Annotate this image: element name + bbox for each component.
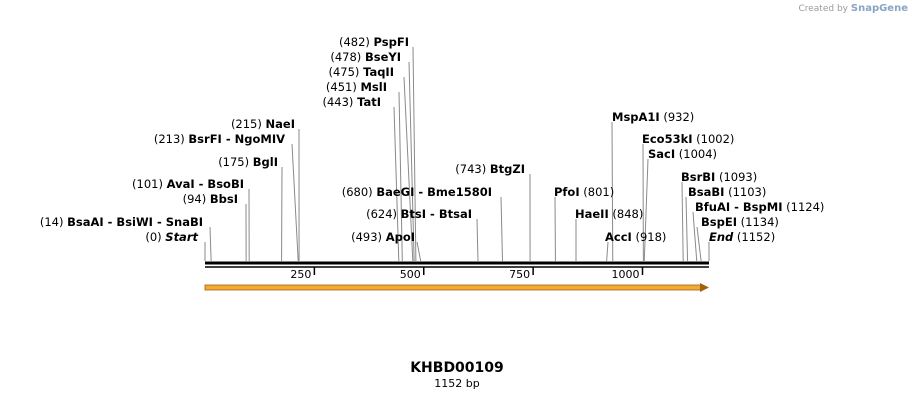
map-length: 1152 bp xyxy=(434,377,480,390)
site-label-bsaai: (14) BsaAI - BsiWI - SnaBI xyxy=(40,215,203,229)
site-line-msli xyxy=(398,91,403,262)
site-label-bspei: BspEI (1134) xyxy=(701,215,779,229)
site-label-bfuai: BfuAI - BspMI (1124) xyxy=(695,200,824,214)
ruler-ticks: 250 500 750 1000 xyxy=(290,267,644,281)
site-line-taqii xyxy=(403,76,414,262)
site-label-saci: SacI (1004) xyxy=(648,147,717,161)
site-label-btsi: (624) BtsI - BtsaI xyxy=(366,207,472,221)
site-line-btsi xyxy=(476,218,479,262)
site-label-bsrbi: BsrBI (1093) xyxy=(681,170,757,184)
site-label-haeii: HaeII (848) xyxy=(575,207,643,221)
watermark: Created by SnapGene xyxy=(798,3,908,14)
site-label-btgzi: (743) BtgZI xyxy=(455,162,525,176)
site-line-tati xyxy=(393,106,400,262)
tick-label-1000: 1000 xyxy=(612,268,640,281)
snapgene-logo: SnapGene xyxy=(850,3,908,14)
site-line-bsrbi xyxy=(681,181,684,262)
site-label-msli: (451) MslI xyxy=(326,80,387,94)
site-label-eco53ki: Eco53kI (1002) xyxy=(642,132,734,146)
site-label-bsabi: BsaBI (1103) xyxy=(688,185,766,199)
feature-arrow xyxy=(204,283,709,292)
site-label-taqii: (475) TaqII xyxy=(328,65,394,79)
feature-bar xyxy=(204,284,702,291)
site-line-apoi xyxy=(416,241,422,262)
tick-label-250: 250 xyxy=(290,268,311,281)
site-line-pspfi xyxy=(412,46,417,262)
site-label-acci: AccI (918) xyxy=(605,230,666,244)
site-label-end: End (1152) xyxy=(709,230,775,244)
site-lines xyxy=(204,46,710,262)
site-label-avai: (101) AvaI - BsoBI xyxy=(132,177,244,191)
site-line-bseyi xyxy=(408,61,415,262)
feature-arrowhead xyxy=(700,283,709,292)
map-title: KHBD00109 xyxy=(410,360,504,376)
site-label-apoi: (493) ApoI xyxy=(351,230,415,244)
site-label-bseyi: (478) BseYI xyxy=(330,50,401,64)
site-label-pfoi: PfoI (801) xyxy=(554,185,614,199)
tick-label-750: 750 xyxy=(509,268,530,281)
site-label-pspfi: (482) PspFI xyxy=(339,35,409,49)
site-label-baegi: (680) BaeGI - Bme1580I xyxy=(342,185,492,199)
site-label-bgli: (175) BglI xyxy=(218,155,278,169)
watermark-prefix: Created by xyxy=(798,4,848,14)
site-label-bsrfi: (213) BsrFI - NgoMIV xyxy=(154,132,285,146)
site-line-bfuai xyxy=(692,211,698,262)
tick-label-500: 500 xyxy=(400,268,421,281)
site-label-tati: (443) TatI xyxy=(323,95,382,109)
site-line-saci xyxy=(643,158,649,262)
site-label-mspa1i: MspA1I (932) xyxy=(612,110,694,124)
site-line-acci xyxy=(606,241,609,262)
site-line-bsrfi xyxy=(291,143,299,262)
site-label-start: (0) Start xyxy=(145,230,198,244)
site-line-bspei xyxy=(696,226,702,262)
site-line-baegi xyxy=(500,196,503,262)
site-line-mspa1i xyxy=(611,121,614,262)
site-labels: (482) PspFI(478) BseYI(475) TaqII(451) M… xyxy=(40,35,825,244)
site-label-naei: (215) NaeI xyxy=(231,117,295,131)
site-line-bsabi xyxy=(685,196,689,262)
site-line-bsaai xyxy=(209,226,212,262)
site-label-bbsi: (94) BbsI xyxy=(183,192,238,206)
